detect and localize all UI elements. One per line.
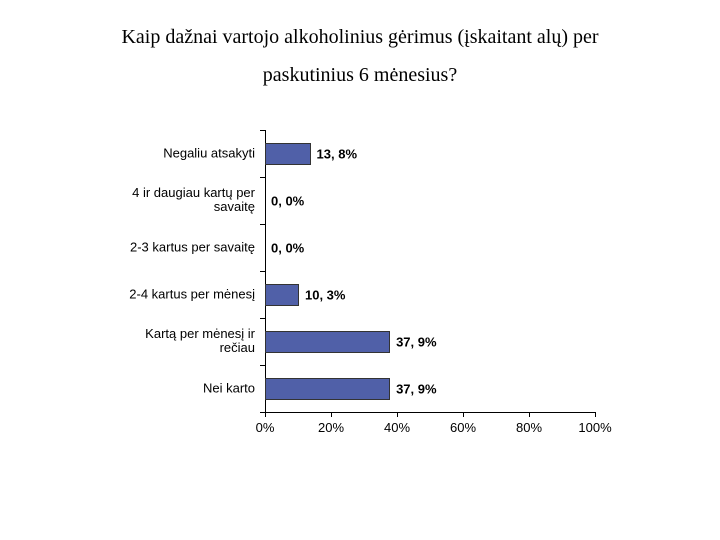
category-label: Negaliu atsakyti	[115, 146, 255, 161]
x-tick-label: 100%	[578, 420, 611, 435]
y-tick	[260, 271, 265, 272]
category-label: 4 ir daugiau kartų per savaitę	[115, 186, 255, 216]
title-line-2: paskutinius 6 mėnesius?	[263, 64, 457, 86]
y-tick	[260, 177, 265, 178]
title-line-1: Kaip dažnai vartojo alkoholinius gėrimus…	[121, 26, 598, 48]
x-axis	[265, 412, 595, 413]
bar-row: Negaliu atsakyti13, 8%	[265, 130, 595, 177]
bar	[265, 143, 311, 165]
x-tick-label: 60%	[450, 420, 476, 435]
x-tick-label: 40%	[384, 420, 410, 435]
bar	[265, 378, 390, 400]
bar-row: 2-3 kartus per savaitę0, 0%	[265, 224, 595, 271]
value-label: 37, 9%	[396, 381, 436, 396]
chart-title: Kaip dažnai vartojo alkoholinius gėrimus…	[0, 0, 720, 94]
category-label: Nei karto	[115, 381, 255, 396]
x-tick-label: 20%	[318, 420, 344, 435]
category-label: Kartą per mėnesį ir rečiau	[115, 327, 255, 357]
value-label: 0, 0%	[271, 240, 304, 255]
y-tick	[260, 224, 265, 225]
x-tick	[463, 412, 464, 417]
bar-row: Nei karto37, 9%	[265, 365, 595, 412]
y-tick	[260, 318, 265, 319]
bar-row: Kartą per mėnesį ir rečiau37, 9%	[265, 318, 595, 365]
plot-area: Negaliu atsakyti13, 8%4 ir daugiau kartų…	[265, 130, 595, 412]
bar-chart: Negaliu atsakyti13, 8%4 ir daugiau kartų…	[120, 130, 620, 460]
bar	[265, 284, 299, 306]
x-tick	[529, 412, 530, 417]
bar-row: 2-4 kartus per mėnesį10, 3%	[265, 271, 595, 318]
x-tick	[397, 412, 398, 417]
y-tick	[260, 130, 265, 131]
x-tick-label: 0%	[256, 420, 275, 435]
value-label: 0, 0%	[271, 193, 304, 208]
category-label: 2-4 kartus per mėnesį	[115, 287, 255, 302]
value-label: 13, 8%	[317, 146, 357, 161]
x-tick	[331, 412, 332, 417]
x-tick	[265, 412, 266, 417]
y-tick	[260, 365, 265, 366]
category-label: 2-3 kartus per savaitę	[115, 240, 255, 255]
value-label: 37, 9%	[396, 334, 436, 349]
bar	[265, 331, 390, 353]
y-tick	[260, 412, 265, 413]
x-tick-label: 80%	[516, 420, 542, 435]
x-tick	[595, 412, 596, 417]
bar-row: 4 ir daugiau kartų per savaitę0, 0%	[265, 177, 595, 224]
value-label: 10, 3%	[305, 287, 345, 302]
